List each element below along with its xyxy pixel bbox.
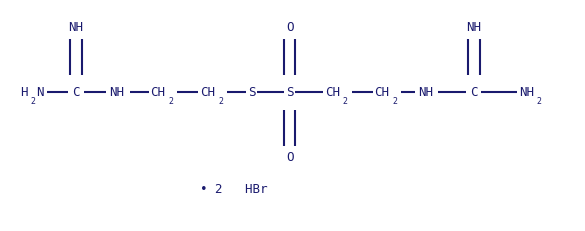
Text: NH: NH	[109, 86, 125, 99]
Text: NH: NH	[466, 21, 481, 34]
Text: 2: 2	[218, 97, 223, 106]
Text: 2: 2	[30, 97, 35, 106]
Text: NH: NH	[68, 21, 84, 34]
Text: NH: NH	[418, 86, 433, 99]
Text: H: H	[20, 86, 27, 99]
Text: 2: 2	[168, 97, 173, 106]
Text: NH: NH	[519, 86, 534, 99]
Text: C: C	[73, 86, 80, 99]
Text: S: S	[286, 86, 293, 99]
Text: 2: 2	[393, 97, 397, 106]
Text: O: O	[286, 21, 293, 34]
Text: S: S	[248, 86, 255, 99]
Text: • 2   HBr: • 2 HBr	[200, 183, 268, 196]
Text: CH: CH	[200, 86, 215, 99]
Text: O: O	[286, 151, 293, 164]
Text: 2: 2	[537, 97, 542, 106]
Text: CH: CH	[374, 86, 390, 99]
Text: C: C	[470, 86, 477, 99]
Text: CH: CH	[150, 86, 166, 99]
Text: N: N	[36, 86, 43, 99]
Text: 2: 2	[343, 97, 347, 106]
Text: CH: CH	[325, 86, 340, 99]
